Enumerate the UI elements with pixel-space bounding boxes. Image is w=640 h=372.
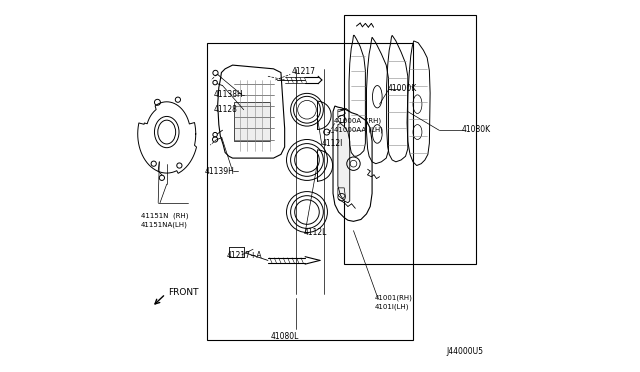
Bar: [344, 15, 476, 264]
Text: 41217: 41217: [292, 67, 316, 76]
Text: 4101I(LH): 4101I(LH): [375, 304, 410, 310]
Text: 41080K: 41080K: [462, 125, 492, 134]
Text: 41001(RH): 41001(RH): [375, 294, 413, 301]
Bar: [207, 43, 413, 340]
Text: 41139H: 41139H: [205, 167, 234, 176]
Text: 41000AA (LH): 41000AA (LH): [334, 127, 383, 134]
Text: J44000U5: J44000U5: [447, 347, 483, 356]
Text: 41000K: 41000K: [388, 84, 417, 93]
Text: 41217+A: 41217+A: [227, 251, 262, 260]
Text: 41000A  (RH): 41000A (RH): [334, 118, 381, 124]
Text: 4112L: 4112L: [303, 228, 326, 237]
Text: 41080L: 41080L: [271, 332, 299, 341]
Text: 41128: 41128: [214, 105, 238, 114]
Text: FRONT: FRONT: [168, 288, 199, 297]
Text: 41151N  (RH): 41151N (RH): [141, 212, 188, 219]
Text: 41151NA(LH): 41151NA(LH): [141, 222, 188, 228]
Text: 4112I: 4112I: [322, 140, 343, 148]
Text: 41138H: 41138H: [214, 90, 244, 99]
Polygon shape: [338, 124, 349, 203]
Polygon shape: [234, 102, 270, 141]
